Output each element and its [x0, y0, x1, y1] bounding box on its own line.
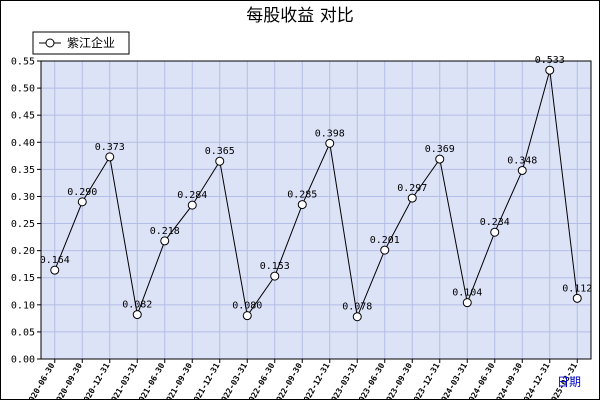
series-line	[54, 70, 578, 319]
y-tick-label: 0.50	[11, 84, 35, 95]
x-axis-label: 日期	[557, 375, 581, 389]
data-label: 0.218	[150, 226, 180, 237]
data-label: 0.533	[535, 55, 565, 66]
data-point	[297, 200, 307, 210]
data-point	[435, 154, 445, 164]
x-tick-label: 2021-09-30	[162, 361, 194, 399]
legend-box	[32, 31, 130, 55]
x-axis-ticks: 2020-06-302020-09-302020-12-312021-03-31…	[25, 359, 579, 399]
data-point	[105, 152, 115, 162]
y-tick-label: 0.20	[11, 246, 35, 257]
data-point	[572, 293, 582, 303]
legend: 紫江企业	[32, 31, 130, 55]
data-point	[325, 138, 335, 148]
x-tick-label: 2022-03-31	[217, 361, 249, 399]
data-point	[352, 312, 362, 322]
data-label: 0.234	[480, 217, 510, 228]
data-label: 0.082	[122, 300, 152, 311]
data-label: 0.369	[425, 144, 455, 155]
x-tick-label: 2023-03-31	[327, 361, 359, 399]
data-point	[160, 236, 170, 246]
x-tick-label: 2023-09-30	[382, 361, 414, 399]
data-point	[77, 197, 87, 207]
data-label: 0.373	[95, 142, 125, 153]
data-label: 0.078	[342, 302, 372, 313]
data-label: 0.284	[177, 190, 207, 201]
x-tick-label: 2024-06-30	[465, 361, 497, 399]
data-point	[270, 271, 280, 281]
data-point	[490, 227, 500, 237]
x-tick-label: 2020-06-30	[25, 361, 57, 399]
data-point	[242, 311, 252, 321]
data-point	[132, 310, 142, 320]
x-tick-label: 2022-09-30	[272, 361, 304, 399]
y-tick-label: 0.00	[11, 355, 35, 366]
y-axis-ticks: 0.00 0.05 0.10 0.15 0.20 0.25 0.30 0.35 0.40 0.45…	[11, 57, 41, 366]
y-tick-label: 0.35	[11, 165, 35, 176]
y-tick-label: 0.25	[11, 219, 35, 230]
y-tick-label: 0.40	[11, 138, 35, 149]
data-label: 0.297	[397, 183, 427, 194]
y-tick-label: 0.45	[11, 111, 35, 122]
x-tick-label: 2023-12-31	[410, 361, 442, 399]
data-points	[50, 65, 582, 322]
plot-border	[40, 60, 592, 360]
data-label: 0.365	[205, 146, 235, 157]
data-point	[407, 193, 417, 203]
y-tick-label: 0.10	[11, 300, 35, 311]
x-tick-label: 2024-09-30	[492, 361, 524, 399]
data-label: 0.164	[40, 255, 70, 266]
x-tick-label: 2023-06-30	[355, 361, 387, 399]
legend-marker	[45, 38, 55, 48]
plot-area	[41, 61, 591, 359]
x-tick-label: 2021-06-30	[135, 361, 167, 399]
data-labels: 0.164 0.290 0.373 0.082 0.218 0.284 0.365 0.080…	[40, 55, 593, 313]
y-tick-label: 0.15	[11, 273, 35, 284]
data-label: 0.285	[287, 190, 317, 201]
y-tick-label: 0.30	[11, 192, 35, 203]
x-tick-label: 2021-12-31	[190, 361, 222, 399]
data-point	[380, 245, 390, 255]
data-point	[517, 165, 527, 175]
chart-title: 每股收益 对比	[246, 6, 353, 26]
data-point	[187, 200, 197, 210]
data-label: 0.080	[232, 301, 262, 312]
data-label: 0.348	[507, 155, 537, 166]
x-tick-label: 2021-03-31	[107, 361, 139, 399]
legend-label: 紫江企业	[67, 35, 115, 50]
x-tick-label: 2024-12-31	[520, 361, 552, 399]
data-point	[50, 265, 60, 275]
x-tick-label: 2022-06-30	[245, 361, 277, 399]
data-label: 0.153	[260, 261, 290, 272]
data-label: 0.112	[562, 283, 592, 294]
y-tick-label: 0.05	[11, 327, 35, 338]
data-label: 0.398	[315, 128, 345, 139]
data-label: 0.104	[452, 288, 482, 299]
x-tick-label: 2020-09-30	[52, 361, 84, 399]
x-tick-label: 2024-03-31	[437, 361, 469, 399]
data-label: 0.290	[67, 187, 97, 198]
x-tick-label: 2020-12-31	[80, 361, 112, 399]
y-tick-label: 0.55	[11, 57, 35, 68]
data-point	[215, 156, 225, 166]
x-tick-label: 2022-12-31	[300, 361, 332, 399]
data-point	[545, 65, 555, 75]
data-label: 0.201	[370, 235, 400, 246]
data-point	[462, 298, 472, 308]
